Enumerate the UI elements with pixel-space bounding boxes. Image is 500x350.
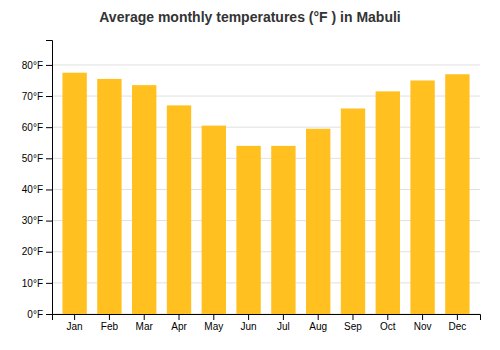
y-axis: 0°F 10°F 20°F 30°F 40°F 50°F 60°F 70°F 80°F [22, 41, 53, 320]
y-tick: 80°F [22, 60, 52, 71]
x-tick: Oct [380, 314, 396, 332]
x-tick: Nov [414, 314, 432, 332]
x-tick-label: Aug [309, 321, 327, 332]
bar [376, 91, 400, 314]
x-tick-mark [283, 314, 284, 320]
bar [62, 73, 86, 314]
x-tick-mark [144, 314, 145, 320]
y-tick-mark [46, 127, 52, 128]
y-tick-mark [46, 65, 52, 66]
grid [52, 65, 480, 314]
y-tick-label: 10°F [22, 278, 43, 289]
y-tick-mark [46, 221, 52, 222]
x-tick: Aug [309, 314, 327, 332]
y-tick: 60°F [22, 122, 52, 133]
bar [341, 109, 365, 315]
x-tick-mark [422, 314, 423, 320]
x-tick: Jul [277, 314, 290, 332]
y-tick-label: 80°F [22, 60, 43, 71]
x-tick-mark [457, 314, 458, 320]
x-tick-label: May [204, 321, 223, 332]
x-tick: Sep [344, 314, 362, 332]
x-tick: Jan [67, 314, 83, 332]
x-tick-label: Nov [414, 321, 432, 332]
x-axis-line [53, 315, 481, 321]
y-tick: 30°F [22, 215, 52, 226]
x-tick: Jun [241, 314, 257, 332]
y-tick: 70°F [22, 91, 52, 102]
x-tick-label: Oct [380, 321, 396, 332]
y-tick-label: 0°F [27, 309, 43, 320]
y-tick-label: 30°F [22, 215, 43, 226]
x-tick: Dec [448, 314, 466, 332]
y-tick-label: 70°F [22, 91, 43, 102]
x-tick-mark [74, 314, 75, 320]
x-tick-label: Mar [136, 321, 154, 332]
x-tick-label: Feb [101, 321, 119, 332]
x-tick: Apr [171, 314, 187, 332]
y-tick: 40°F [22, 184, 52, 195]
y-tick-mark [46, 252, 52, 253]
x-tick-mark [179, 314, 180, 320]
y-tick-label: 20°F [22, 246, 43, 257]
plot-area [62, 73, 469, 314]
y-tick-mark [46, 314, 52, 315]
bar [167, 105, 191, 314]
bar [445, 74, 469, 314]
y-tick-label: 60°F [22, 122, 43, 133]
y-tick: 20°F [22, 246, 52, 257]
x-tick-label: Dec [448, 321, 466, 332]
x-tick-label: Jan [67, 321, 83, 332]
y-tick-label: 50°F [22, 153, 43, 164]
x-tick-label: Sep [344, 321, 362, 332]
x-axis: Jan Feb Mar Apr May Jun Jul Aug Sep Oct Nov Dec [53, 314, 481, 332]
x-tick-label: Jul [277, 321, 290, 332]
y-tick-mark [46, 158, 52, 159]
y-tick-mark [46, 96, 52, 97]
x-tick: Mar [136, 314, 154, 332]
bar [271, 146, 295, 314]
x-tick-label: Jun [241, 321, 257, 332]
bar [97, 79, 121, 314]
y-axis-line [46, 41, 53, 315]
x-tick-label: Apr [171, 321, 187, 332]
bar [306, 129, 330, 314]
y-tick: 10°F [22, 278, 52, 289]
bar [132, 85, 156, 314]
y-tick-mark [46, 189, 52, 190]
x-tick-mark [109, 314, 110, 320]
x-tick-mark [387, 314, 388, 320]
x-tick-mark [213, 314, 214, 320]
x-tick-mark [248, 314, 249, 320]
x-tick-mark [352, 314, 353, 320]
bar [202, 126, 226, 314]
y-tick: 50°F [22, 153, 52, 164]
bar [410, 80, 434, 314]
title: Average monthly temperatures (°F ) in Ma… [99, 9, 400, 25]
grid-line [52, 64, 480, 65]
chart: 0°F 10°F 20°F 30°F 40°F 50°F 60°F 70°F 80°F Jan Fe… [0, 0, 500, 350]
bar [236, 146, 260, 314]
x-tick-mark [318, 314, 319, 320]
y-tick-label: 40°F [22, 184, 43, 195]
y-tick-mark [46, 283, 52, 284]
x-tick: Feb [101, 314, 119, 332]
y-tick: 0°F [27, 309, 52, 320]
x-tick: May [204, 314, 223, 332]
